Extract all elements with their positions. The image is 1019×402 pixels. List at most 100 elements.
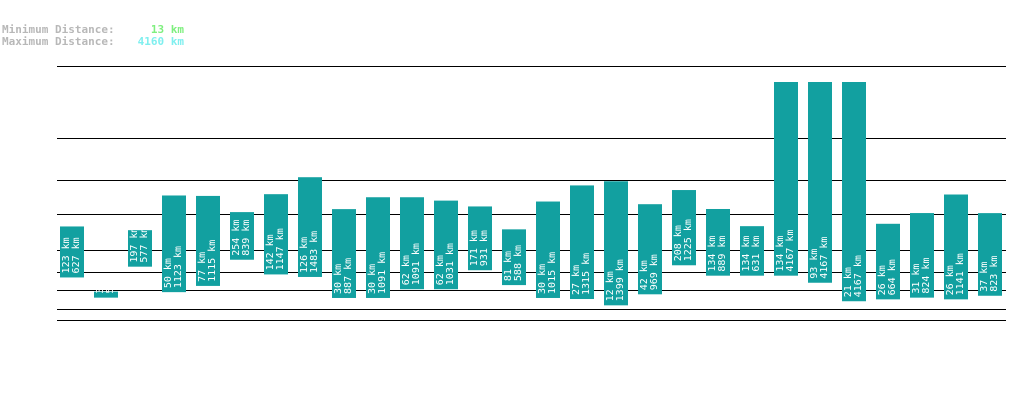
low-value-label: 37 km <box>979 262 990 292</box>
low-value-label: 62 km <box>401 255 412 285</box>
range-bar <box>264 194 288 275</box>
range-bar <box>468 206 492 271</box>
range-bar-group: 62 km 1091 km <box>400 197 424 290</box>
high-value-label: 4167 km <box>819 237 830 279</box>
range-bar <box>740 226 764 276</box>
low-value-label: 31 <box>95 282 106 294</box>
range-bar-group: 171 km 931 km <box>468 206 492 271</box>
high-value-label: 1147 km <box>275 228 286 270</box>
high-value-label: 1123 km <box>173 246 184 288</box>
low-value-label: 134 km <box>707 236 718 272</box>
range-bar <box>400 197 424 290</box>
high-value-label: 588 km <box>513 245 524 281</box>
low-value-label: 42 km <box>639 260 650 290</box>
high-value-label: 52 <box>105 282 116 294</box>
range-bar-group: 197 km 577 km <box>128 227 152 267</box>
high-value-label: 931 km <box>479 230 490 266</box>
range-bar <box>434 200 458 290</box>
range-bar-group: 31 km 824 km <box>910 213 934 298</box>
high-value-label: 4167 km <box>785 230 796 272</box>
low-value-label: 142 km <box>265 234 276 270</box>
range-bar <box>196 195 220 286</box>
range-bar <box>536 201 560 298</box>
low-value-label: 30 km <box>333 264 344 294</box>
range-bars: 123 km 627 km 31 52 197 km 577 km 50 km 1123 km… <box>60 82 1002 306</box>
range-bar <box>842 82 866 302</box>
low-value-label: 81 km <box>503 251 514 281</box>
low-value-label: 123 km <box>61 237 72 273</box>
high-value-label: 1091 km <box>377 252 388 294</box>
low-value-label: 134 km <box>775 236 786 272</box>
range-bar <box>774 82 798 276</box>
max-distance-label: Maximum Distance: <box>2 35 115 48</box>
distance-summary: Minimum Distance: 13 km Maximum Distance:… <box>2 24 184 48</box>
range-bar-group: 134 km 4167 km <box>774 82 798 276</box>
high-value-label: 577 km <box>139 227 150 263</box>
low-value-label: 254 km <box>231 220 242 256</box>
range-bar-group: 12 km 1399 km <box>604 181 628 306</box>
range-bar <box>672 190 696 266</box>
min-distance-label: Minimum Distance: <box>2 23 115 36</box>
low-value-label: 126 km <box>299 237 310 273</box>
range-bar <box>502 229 526 286</box>
range-bar <box>94 291 118 298</box>
range-bar-group: 134 km 631 km <box>740 226 764 276</box>
low-value-label: 26 km <box>877 265 888 295</box>
low-value-label: 27 km <box>571 265 582 295</box>
range-bar-group: 123 km 627 km <box>60 226 84 278</box>
high-value-label: 1115 km <box>207 240 218 282</box>
range-bar-group: 62 km 1031 km <box>434 200 458 290</box>
range-bar <box>162 195 186 293</box>
low-value-label: 77 km <box>197 252 208 282</box>
range-bar-group: 37 km 823 km <box>978 213 1002 296</box>
low-value-label: 12 km <box>605 271 616 301</box>
range-bar <box>298 177 322 277</box>
range-bar <box>808 82 832 283</box>
range-bar-group: 30 km 887 km <box>332 209 356 298</box>
high-value-label: 1399 km <box>615 259 626 301</box>
low-value-label: 93 km <box>809 249 820 279</box>
range-bar <box>910 213 934 298</box>
range-bar-group: 126 km 1483 km <box>298 177 322 277</box>
low-value-label: 197 km <box>129 227 140 263</box>
range-bar-group: 93 km 4167 km <box>808 82 832 283</box>
max-distance-value: 4160 km <box>137 35 184 48</box>
range-bar-group: 30 km 1015 km <box>536 201 560 298</box>
range-bar-group: 134 km 889 km <box>706 208 730 276</box>
range-bar-group: 50 km 1123 km <box>162 195 186 293</box>
high-value-label: 887 km <box>343 258 354 294</box>
low-value-label: 26 km <box>945 265 956 295</box>
high-value-label: 839 km <box>241 220 252 256</box>
high-value-label: 889 km <box>717 236 728 272</box>
high-value-label: 664 km <box>887 259 898 295</box>
low-value-label: 50 km <box>163 258 174 288</box>
range-bar <box>876 223 900 300</box>
max-distance-row: Maximum Distance: 4160 km <box>2 36 184 48</box>
range-bar <box>570 185 594 300</box>
low-value-label: 30 km <box>367 264 378 294</box>
range-bar-group: 26 km 664 km <box>876 223 900 300</box>
range-bar <box>332 209 356 298</box>
range-bar-group: 30 km 1091 km <box>366 197 390 298</box>
range-bar-group: 31 52 <box>94 282 118 298</box>
high-value-label: 969 km <box>649 254 660 290</box>
range-bar-group: 77 km 1115 km <box>196 195 220 286</box>
high-value-label: 1091 km <box>411 243 422 285</box>
range-bar-group: 42 km 969 km <box>638 204 662 295</box>
range-bar <box>978 213 1002 296</box>
high-value-label: 4167 km <box>853 255 864 297</box>
min-distance-value: 13 km <box>150 23 184 36</box>
range-bar <box>60 226 84 278</box>
range-bar <box>230 212 254 260</box>
min-distance-row: Minimum Distance: 13 km <box>2 24 184 36</box>
range-bar <box>638 204 662 295</box>
low-value-label: 31 km <box>911 264 922 294</box>
low-value-label: 62 km <box>435 255 446 285</box>
low-value-label: 171 km <box>469 230 480 266</box>
range-bar <box>128 230 152 267</box>
high-value-label: 824 km <box>921 258 932 294</box>
range-bar <box>944 194 968 300</box>
low-value-label: 208 km <box>673 225 684 261</box>
high-value-label: 1483 km <box>309 231 320 273</box>
low-value-label: 30 km <box>537 264 548 294</box>
